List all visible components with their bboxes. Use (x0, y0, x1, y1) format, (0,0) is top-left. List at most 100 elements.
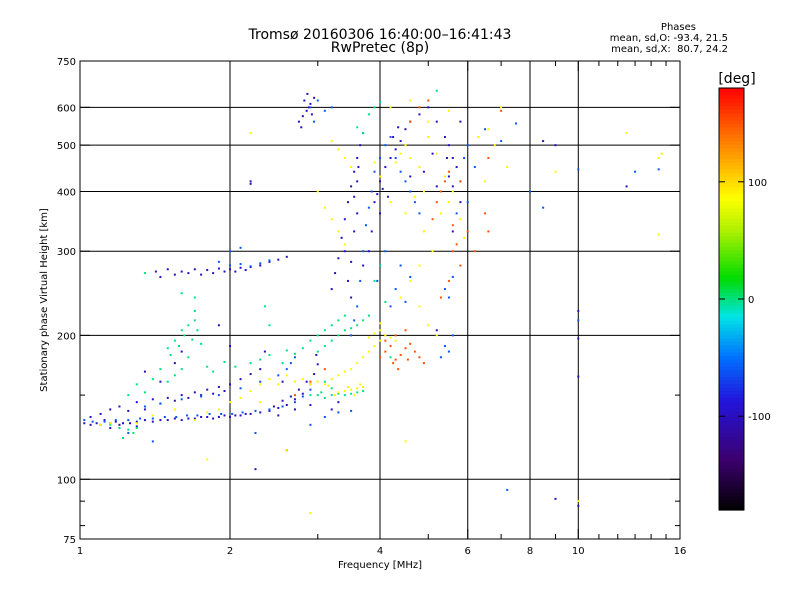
colorbar-segment (719, 376, 744, 381)
y-tick-label: 300 (57, 247, 76, 258)
colorbar-segment (719, 172, 744, 177)
data-point (337, 392, 340, 395)
data-point (484, 212, 487, 215)
data-point (413, 350, 416, 353)
chart-subtitle: RwPretec (8p) (330, 40, 430, 56)
colorbar-segment (719, 313, 744, 318)
data-point (367, 336, 370, 339)
y-axis-label: Stationary phase Virtual Height [km] (39, 208, 50, 392)
data-point (193, 391, 196, 394)
data-point (350, 185, 353, 188)
data-point (180, 419, 183, 422)
data-point (353, 230, 356, 233)
data-point (500, 106, 503, 109)
data-point (343, 370, 346, 373)
data-point (459, 201, 462, 204)
data-point (435, 89, 438, 92)
data-point (196, 414, 199, 417)
data-point (350, 166, 353, 169)
data-point (484, 128, 487, 131)
data-point (394, 339, 397, 342)
colorbar-segment (719, 320, 744, 325)
data-point (330, 339, 333, 342)
data-point (323, 396, 326, 399)
data-point (323, 345, 326, 348)
data-point (657, 157, 660, 160)
data-point (285, 368, 288, 371)
data-point (418, 113, 421, 116)
colorbar-segment (719, 432, 744, 437)
data-point (431, 218, 434, 221)
data-point (370, 190, 373, 193)
colorbar-segment (719, 249, 744, 254)
data-point (316, 363, 319, 366)
data-point (151, 398, 154, 401)
data-point (356, 126, 359, 129)
data-point (384, 250, 387, 253)
data-point (334, 394, 337, 397)
data-point (180, 394, 183, 397)
data-point (394, 288, 397, 291)
data-point (343, 157, 346, 160)
data-point (384, 166, 387, 169)
data-point (109, 408, 112, 411)
data-point (463, 157, 466, 160)
data-point (293, 398, 296, 401)
data-point (394, 334, 397, 337)
data-point (422, 170, 425, 173)
colorbar-segment (719, 439, 744, 444)
data-point (323, 380, 326, 383)
data-point (129, 422, 132, 425)
colorbar-segment (719, 379, 744, 384)
data-point (343, 394, 346, 397)
data-point (200, 415, 203, 418)
colorbar-segment (719, 450, 744, 455)
scatter-points (83, 89, 663, 515)
data-point (447, 296, 450, 299)
data-point (373, 106, 376, 109)
data-point (285, 404, 288, 407)
data-point (455, 166, 458, 169)
colorbar-segment (719, 316, 744, 321)
data-point (239, 396, 242, 399)
colorbar-segment (719, 158, 744, 163)
data-point (389, 345, 392, 348)
data-point (362, 389, 365, 392)
data-point (208, 412, 211, 415)
data-point (413, 201, 416, 204)
data-point (373, 279, 376, 282)
data-point (435, 152, 438, 155)
data-point (135, 420, 138, 423)
colorbar-segment (719, 102, 744, 107)
data-point (309, 404, 312, 407)
data-point (379, 157, 381, 160)
data-point (229, 264, 231, 267)
data-point (173, 374, 176, 377)
data-point (151, 414, 154, 417)
colorbar-segment (719, 119, 744, 124)
colorbar-segment (719, 299, 744, 304)
data-point (89, 423, 92, 426)
data-point (263, 350, 266, 353)
data-point (404, 180, 407, 183)
data-point (151, 440, 154, 443)
data-point (316, 394, 319, 397)
data-point (394, 157, 397, 160)
data-point (193, 268, 196, 271)
data-point (404, 128, 407, 131)
colorbar-segment (719, 277, 744, 283)
data-point (394, 161, 397, 164)
colorbar-segment (719, 242, 744, 247)
data-point (435, 329, 438, 332)
data-point (409, 157, 412, 160)
data-point (180, 292, 183, 295)
data-point (356, 362, 359, 365)
data-point (356, 391, 359, 394)
data-point (418, 166, 421, 169)
data-point (83, 419, 86, 422)
data-point (394, 148, 397, 151)
data-point (409, 275, 412, 278)
data-point (187, 324, 190, 327)
data-point (268, 260, 271, 263)
data-point (466, 230, 469, 233)
